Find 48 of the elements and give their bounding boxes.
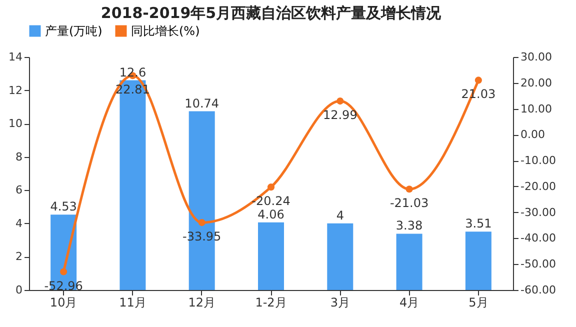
- data-label: -21.03: [390, 196, 429, 210]
- bar: [465, 232, 492, 290]
- data-label: 12.99: [322, 108, 358, 122]
- y-tick-label: 10: [8, 117, 22, 130]
- y2-tick-label: -20.00: [520, 180, 556, 193]
- y2-tick-label: -30.00: [520, 206, 556, 219]
- y2-tick-label: -50.00: [520, 258, 556, 271]
- y-tick-label: 6: [16, 184, 22, 197]
- chart-title: 2018-2019年5月西藏自治区饮料产量及增长情况: [100, 4, 442, 22]
- y2-tick-label: 0.00: [520, 128, 545, 142]
- y-tick-label: 0: [16, 284, 22, 296]
- bar: [258, 222, 284, 290]
- y-tick-label: 12: [8, 84, 22, 97]
- point: [198, 219, 206, 226]
- y-tick-label: 2: [16, 250, 22, 264]
- point: [336, 98, 344, 105]
- y2-tick-label: -10.00: [520, 154, 556, 168]
- point: [406, 186, 413, 193]
- data-label: 4: [336, 208, 344, 222]
- x-tick-label: 12月: [188, 296, 216, 310]
- y2-tick-label: 20.00: [520, 76, 552, 90]
- x-tick-label: 1-2月: [255, 296, 287, 310]
- y-tick-label: 14: [8, 50, 22, 64]
- point: [474, 76, 482, 84]
- data-label: -20.24: [252, 194, 290, 208]
- x-tick-label: 3月: [330, 296, 350, 310]
- bar: [396, 234, 422, 290]
- x-tick-label: 11月: [119, 296, 146, 310]
- data-label: 4.06: [258, 207, 284, 222]
- data-label: 12.6: [119, 65, 146, 80]
- legend-label: 产量(万吨): [45, 24, 102, 38]
- y2-tick-label: -60.00: [520, 284, 556, 296]
- y2-tick-label: 30.00: [520, 50, 552, 64]
- data-label: 4.53: [50, 200, 77, 214]
- legend-label: 同比增长(%): [131, 24, 200, 38]
- x-tick-label: 5月: [468, 296, 488, 310]
- y2-tick-label: 10.00: [520, 102, 552, 116]
- y-tick-label: 8: [16, 150, 22, 164]
- y-tick-label: 4: [16, 216, 22, 230]
- data-label: 3.51: [465, 216, 492, 231]
- point: [267, 184, 275, 191]
- y2-tick-label: -40.00: [520, 232, 556, 245]
- bar: [327, 223, 354, 290]
- data-label: 10.74: [184, 96, 220, 110]
- point: [60, 268, 68, 276]
- data-label: 3.38: [396, 218, 423, 233]
- x-tick-label: 4月: [399, 296, 420, 310]
- x-tick-label: 10月: [50, 296, 78, 310]
